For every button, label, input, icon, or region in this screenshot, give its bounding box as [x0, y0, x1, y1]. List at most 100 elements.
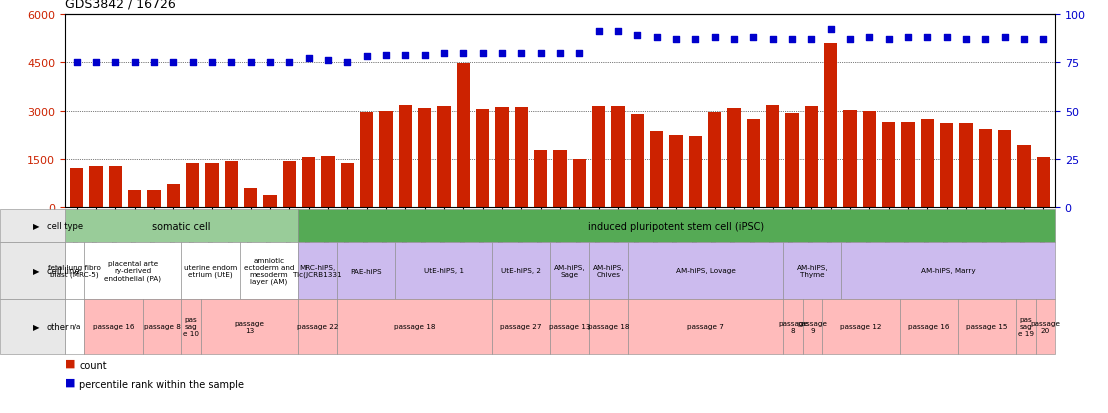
- Point: [822, 27, 840, 34]
- Text: AM-hiPS, Lovage: AM-hiPS, Lovage: [676, 268, 736, 274]
- Text: passage 22: passage 22: [297, 324, 338, 330]
- Text: AM-hiPS, Marry: AM-hiPS, Marry: [921, 268, 975, 274]
- Point: [648, 35, 666, 41]
- Point: [493, 50, 511, 57]
- Bar: [89, 166, 103, 207]
- Bar: [766, 105, 779, 207]
- Bar: [244, 189, 257, 207]
- Bar: [301, 157, 316, 207]
- Point: [551, 50, 568, 57]
- Text: AM-hiPS,
Sage: AM-hiPS, Sage: [554, 264, 585, 277]
- Text: cell line: cell line: [47, 266, 80, 275]
- Bar: [650, 132, 664, 207]
- Bar: [283, 161, 296, 207]
- Point: [957, 37, 975, 43]
- Text: UtE-hiPS, 1: UtE-hiPS, 1: [423, 268, 463, 274]
- Point: [880, 37, 897, 43]
- Bar: [321, 157, 335, 207]
- Text: pas
sag
e 10: pas sag e 10: [183, 317, 199, 337]
- Bar: [1037, 157, 1050, 207]
- Point: [338, 60, 356, 66]
- Bar: [399, 106, 412, 207]
- Point: [861, 35, 879, 41]
- Point: [513, 50, 531, 57]
- Point: [300, 56, 318, 62]
- Text: passage 27: passage 27: [501, 324, 542, 330]
- Text: passage 13: passage 13: [548, 324, 591, 330]
- Bar: [592, 107, 605, 207]
- Point: [667, 37, 685, 43]
- Bar: [669, 136, 683, 207]
- Bar: [70, 169, 83, 207]
- Bar: [960, 123, 973, 207]
- Bar: [553, 150, 567, 207]
- Text: n/a: n/a: [69, 324, 81, 330]
- Text: passage 16: passage 16: [909, 324, 950, 330]
- Bar: [573, 159, 586, 207]
- Text: somatic cell: somatic cell: [152, 221, 211, 231]
- Point: [628, 33, 646, 40]
- Text: passage 18: passage 18: [587, 324, 629, 330]
- Point: [687, 37, 705, 43]
- Bar: [264, 195, 277, 207]
- Bar: [612, 107, 625, 207]
- Bar: [901, 123, 915, 207]
- Bar: [843, 110, 856, 207]
- Bar: [379, 112, 392, 207]
- Bar: [727, 109, 741, 207]
- Point: [184, 60, 202, 66]
- Text: ■: ■: [65, 377, 75, 387]
- Text: passage 16: passage 16: [93, 324, 134, 330]
- Point: [937, 35, 955, 41]
- Point: [532, 50, 550, 57]
- Bar: [921, 120, 934, 207]
- Text: uterine endom
etrium (UtE): uterine endom etrium (UtE): [184, 264, 237, 278]
- Point: [706, 35, 724, 41]
- Point: [125, 60, 143, 66]
- Point: [783, 37, 801, 43]
- Text: percentile rank within the sample: percentile rank within the sample: [80, 379, 245, 389]
- Point: [88, 60, 105, 66]
- Point: [68, 60, 85, 66]
- Text: ▶: ▶: [32, 266, 39, 275]
- Bar: [978, 129, 992, 207]
- Text: AM-hiPS,
Thyme: AM-hiPS, Thyme: [797, 264, 828, 277]
- Text: passage
20: passage 20: [1030, 320, 1060, 333]
- Text: AM-hiPS,
Chives: AM-hiPS, Chives: [593, 264, 624, 277]
- Text: passage 18: passage 18: [393, 324, 435, 330]
- Bar: [127, 190, 142, 207]
- Bar: [476, 109, 490, 207]
- Text: other: other: [47, 322, 70, 331]
- Bar: [804, 107, 818, 207]
- Bar: [340, 163, 355, 207]
- Bar: [205, 164, 218, 207]
- Point: [223, 60, 240, 66]
- Bar: [456, 64, 470, 207]
- Bar: [747, 120, 760, 207]
- Point: [725, 37, 742, 43]
- Text: ▶: ▶: [32, 322, 39, 331]
- Point: [802, 37, 820, 43]
- Text: fetal lung fibro
blast (MRC-5): fetal lung fibro blast (MRC-5): [49, 264, 101, 278]
- Point: [416, 52, 433, 59]
- Text: placental arte
ry-derived
endothelial (PA): placental arte ry-derived endothelial (P…: [104, 261, 162, 281]
- Bar: [863, 112, 876, 207]
- Point: [900, 35, 917, 41]
- Bar: [824, 44, 838, 207]
- Point: [609, 29, 627, 36]
- Point: [474, 50, 492, 57]
- Point: [145, 60, 163, 66]
- Bar: [225, 162, 238, 207]
- Point: [976, 37, 994, 43]
- Bar: [438, 107, 451, 207]
- Text: amniotic
ectoderm and
mesoderm
layer (AM): amniotic ectoderm and mesoderm layer (AM…: [244, 257, 294, 285]
- Bar: [360, 112, 373, 207]
- Point: [763, 37, 781, 43]
- Text: passage 12: passage 12: [840, 324, 882, 330]
- Text: UtE-hiPS, 2: UtE-hiPS, 2: [501, 268, 541, 274]
- Point: [358, 54, 376, 61]
- Text: cell type: cell type: [47, 221, 83, 230]
- Bar: [882, 123, 895, 207]
- Text: passage
8: passage 8: [778, 320, 808, 333]
- Bar: [495, 108, 509, 207]
